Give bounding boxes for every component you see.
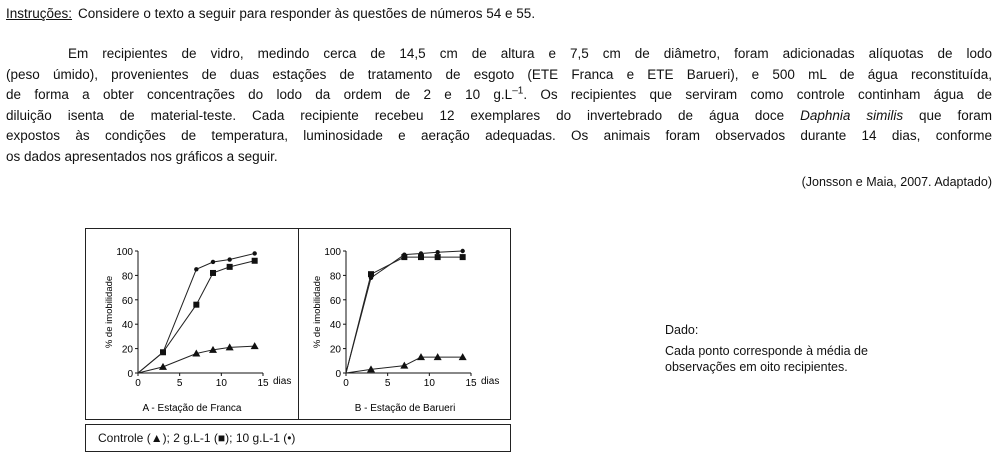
text: de forma a obter concentrações do lodo d… — [6, 87, 513, 102]
circle-marker — [418, 251, 424, 256]
x-tick-label: 15 — [257, 378, 269, 389]
x-tick-label: 0 — [135, 378, 141, 389]
species-name: Daphnia similis — [800, 107, 904, 123]
square-marker — [368, 271, 374, 278]
instructions-label: Instruções: — [6, 6, 73, 21]
paragraph-line: os dados apresentados nos gráficos a seg… — [6, 148, 278, 164]
y-tick-label: 0 — [127, 369, 133, 380]
circle-marker — [227, 257, 232, 262]
y-tick-label: 0 — [335, 369, 341, 380]
chart-b: 0 5 10 15 0 20 40 60 80 100 dias % de imobilidade B … — [312, 247, 499, 414]
x-axis-label: dias — [273, 376, 291, 387]
x-tick-label: 15 — [465, 378, 477, 389]
triangle-marker — [417, 353, 425, 361]
series-line — [345, 356, 463, 374]
square-marker — [193, 301, 200, 308]
square-marker — [401, 254, 408, 261]
circle-marker — [210, 259, 216, 265]
triangle-marker — [192, 349, 201, 357]
divider — [298, 229, 299, 419]
square-marker — [226, 263, 233, 270]
triangle-marker — [458, 353, 467, 361]
superscript: –1 — [512, 85, 524, 97]
charts-box: 0 5 10 15 0 20 40 60 80 100 dias% de imobilidade A … — [85, 228, 511, 420]
paragraph-line: diluição isenta de material-teste. Cada … — [6, 106, 992, 127]
y-tick-label: 40 — [122, 320, 134, 331]
x-tick-label: 5 — [177, 378, 183, 389]
circle-marker — [435, 250, 440, 255]
legend: Controle (▲); 2 g.L-1 (■); 10 g.L-1 (•) — [85, 424, 511, 452]
x-axis-label: dias — [481, 376, 499, 387]
note-title: Dado: — [665, 323, 699, 337]
paragraph-line: (peso úmido), provenientes de duas estaç… — [6, 66, 992, 82]
note: Dado: Cada ponto corresponde à média de … — [665, 322, 935, 375]
triangle-marker — [225, 343, 234, 351]
x-tick-label: 10 — [216, 378, 228, 389]
circle-marker — [368, 275, 374, 281]
y-tick-label: 60 — [330, 296, 342, 307]
paragraph: Em recipientes de vidro, medindo cerca d… — [6, 44, 992, 167]
circle-marker — [160, 350, 166, 355]
y-axis-label: % de imobilidade — [104, 276, 115, 348]
series-line — [137, 252, 255, 374]
y-tick-label: 20 — [330, 345, 342, 356]
series-line — [137, 345, 255, 374]
triangle-marker — [209, 345, 217, 353]
chart-a: 0 5 10 15 0 20 40 60 80 100 dias % de imobilidade A … — [104, 247, 291, 414]
text: . Os recipientes que serviram como contr… — [523, 87, 992, 102]
y-tick-label: 100 — [324, 247, 341, 258]
square-marker — [434, 254, 441, 261]
citation: (Jonsson e Maia, 2007. Adaptado) — [801, 175, 992, 189]
instructions-text: Considere o texto a seguir para responde… — [78, 6, 536, 21]
square-marker — [210, 269, 216, 276]
triangle-marker — [250, 342, 259, 350]
paragraph-line: de forma a obter concentrações do lodo d… — [6, 85, 992, 106]
x-tick-label: 10 — [424, 378, 436, 389]
circle-marker — [460, 248, 465, 254]
chart-title: A - Estação de Franca — [143, 403, 242, 414]
triangle-marker — [433, 353, 442, 361]
circle-marker — [252, 251, 257, 256]
y-tick-label: 100 — [116, 247, 133, 258]
y-tick-label: 80 — [330, 271, 342, 282]
x-tick-label: 5 — [385, 378, 391, 389]
circle-marker — [402, 252, 407, 257]
paragraph-line: expostos às condições de temperatura, lu… — [6, 128, 992, 143]
text: que foram — [903, 107, 992, 123]
circle-marker — [194, 267, 199, 272]
square-marker — [251, 257, 258, 264]
text: diluição isenta de material-teste. Cada … — [6, 107, 801, 123]
y-tick-label: 40 — [330, 320, 342, 331]
y-tick-label: 60 — [122, 296, 134, 307]
chart-title: B - Estação de Barueri — [355, 403, 456, 414]
y-tick-label: 80 — [122, 271, 134, 282]
triangle-marker — [400, 361, 409, 369]
triangle-marker — [159, 362, 167, 370]
square-marker — [418, 254, 424, 261]
x-tick-label: 0 — [343, 378, 349, 389]
y-tick-label: 20 — [122, 345, 134, 356]
instructions: Instruções: Considere o texto a seguir pa… — [6, 6, 535, 21]
series-line — [345, 250, 463, 374]
y-axis-label: % de imobilidade — [312, 276, 323, 348]
note-text: Cada ponto corresponde à média de observ… — [665, 344, 868, 374]
square-marker — [459, 254, 466, 261]
paragraph-line: Em recipientes de vidro, medindo cerca d… — [68, 46, 992, 61]
triangle-marker — [367, 365, 375, 373]
series-line — [345, 256, 463, 374]
